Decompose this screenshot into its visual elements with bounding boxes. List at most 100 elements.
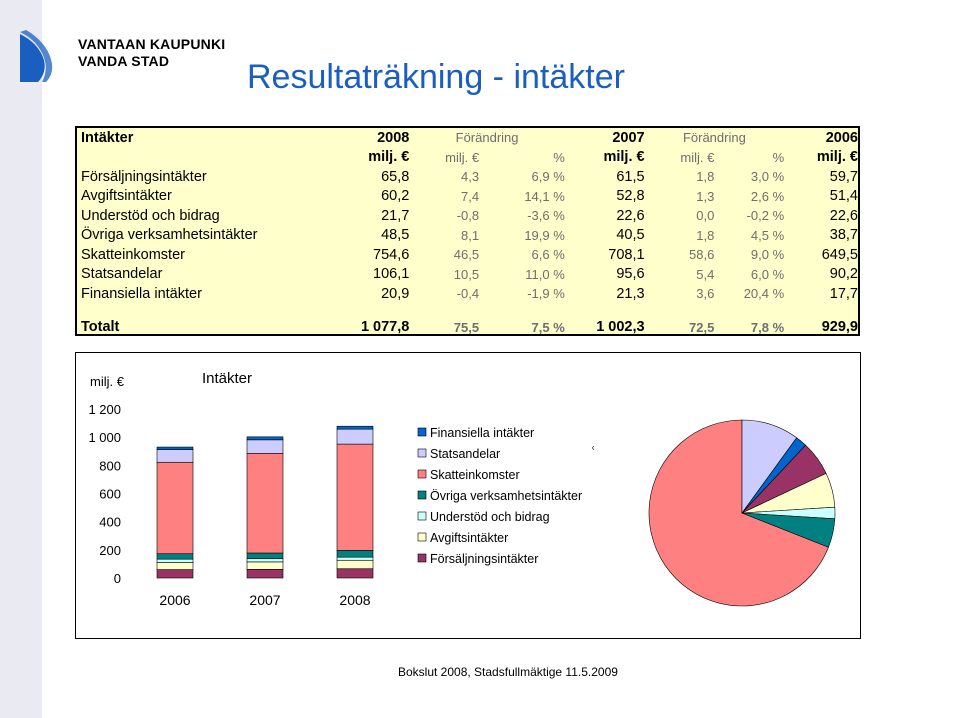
left-sidebar-stripe bbox=[0, 0, 42, 718]
bar-segment bbox=[336, 425, 374, 430]
percent-2007: 20,4 % bbox=[743, 286, 785, 302]
value-2007: 52,8 bbox=[616, 188, 645, 205]
vantaa-logo bbox=[20, 30, 53, 82]
change-2008: 8,1 bbox=[461, 227, 480, 243]
pie-slice bbox=[741, 512, 836, 548]
change-2007: 5,4 bbox=[696, 266, 715, 282]
legend-swatch bbox=[417, 490, 427, 500]
bar-segment bbox=[156, 449, 194, 463]
legend-swatch bbox=[417, 553, 427, 563]
value-2008: 21,7 bbox=[381, 207, 410, 224]
value-2007: 40,5 bbox=[616, 227, 645, 244]
table-row: Skatteinkomster 754,6 46,5 6,6 % 708,1 5… bbox=[77, 245, 858, 265]
change-2007: 1,8 bbox=[696, 169, 715, 185]
value-2006: 90,2 bbox=[829, 266, 858, 283]
percent-2007: 6,0 % bbox=[750, 266, 785, 282]
change-2007: 0,0 bbox=[696, 208, 715, 224]
percent-2007: 3,0 % bbox=[750, 169, 785, 185]
table-row: Avgiftsintäkter 60,2 7,4 14,1 % 52,8 1,3… bbox=[77, 187, 858, 207]
bar-segment bbox=[156, 562, 194, 570]
legend-swatch bbox=[417, 427, 427, 437]
header-cell: 2008 bbox=[377, 129, 410, 146]
row-label: Övriga verksamhetsintäkter bbox=[81, 227, 258, 244]
value-2008: 106,1 bbox=[373, 266, 410, 283]
table-row: Finansiella intäkter 20,9 -0,4 -1,9 % 21… bbox=[77, 284, 858, 304]
value-2006: 649,5 bbox=[821, 246, 858, 263]
bar-segment bbox=[156, 569, 194, 579]
x-tick-label: 2008 bbox=[339, 592, 370, 608]
legend-swatch bbox=[417, 448, 427, 458]
bar-segment bbox=[246, 569, 284, 579]
bar-segment bbox=[336, 559, 374, 570]
x-tick-label: 2007 bbox=[249, 592, 280, 608]
org-name: VANTAAN KAUPUNKI VANDA STAD bbox=[78, 36, 225, 70]
percent-2007: 9,0 % bbox=[750, 247, 785, 263]
value-2008: 20,9 bbox=[381, 285, 410, 302]
header-cell: 2007 bbox=[612, 129, 645, 146]
stacked-bar-chart: milj. € Intäkter 0 200 400 600 800 1 000 1 200… bbox=[88, 370, 582, 608]
bar-segment bbox=[246, 436, 284, 441]
legend-label: Skatteinkomster bbox=[430, 468, 520, 482]
total-percent-2008: 7,5 % bbox=[531, 319, 565, 335]
bar-segment bbox=[336, 550, 374, 558]
value-2007: 95,6 bbox=[616, 266, 645, 283]
value-2006: 17,7 bbox=[829, 285, 858, 302]
header-cell: 2006 bbox=[825, 129, 858, 146]
legend-label: Försäljningsintäkter bbox=[430, 552, 538, 566]
total-percent-2007: 7,8 % bbox=[750, 319, 785, 335]
income-table: Intäkter 2008 Förändring 2007 Förändring… bbox=[75, 126, 860, 336]
percent-2008: -1,9 % bbox=[527, 286, 565, 302]
total-change-2007: 72,5 bbox=[689, 319, 715, 335]
bar-segment bbox=[336, 443, 374, 551]
table-row: Statsandelar 106,1 10,5 11,0 % 95,6 5,4 … bbox=[77, 265, 858, 285]
page-title: Resultaträkning - intäkter bbox=[247, 58, 625, 96]
legend-label: Understöd och bidrag bbox=[430, 510, 550, 524]
table-header-row-1: Intäkter 2008 Förändring 2007 Förändring… bbox=[77, 128, 858, 148]
percent-2008: 6,9 % bbox=[531, 169, 565, 185]
header-cell: % bbox=[553, 149, 565, 165]
percent-2008: 6,6 % bbox=[531, 247, 565, 263]
bar-segment bbox=[336, 556, 374, 561]
bar-segment bbox=[246, 558, 284, 563]
row-label: Avgiftsintäkter bbox=[81, 188, 172, 205]
table-row: Försäljningsintäkter 65,8 4,3 6,9 % 61,5… bbox=[77, 167, 858, 187]
y-tick-label: 600 bbox=[99, 487, 121, 502]
value-2007: 21,3 bbox=[616, 285, 645, 302]
change-2008: 46,5 bbox=[453, 247, 480, 263]
bar-segment bbox=[156, 461, 194, 555]
x-tick-label: 2006 bbox=[159, 592, 190, 608]
change-2008: 4,3 bbox=[461, 169, 480, 185]
change-2008: 10,5 bbox=[453, 266, 480, 282]
org-name-line2: VANDA STAD bbox=[78, 53, 170, 69]
change-2008: 7,4 bbox=[461, 188, 480, 204]
bar-segment bbox=[246, 439, 284, 454]
table-row: Understöd och bidrag 21,7 -0,8 -3,6 % 22… bbox=[77, 206, 858, 226]
bar-segment bbox=[336, 428, 374, 445]
total-2006: 929,9 bbox=[821, 319, 858, 336]
percent-2008: 19,9 % bbox=[524, 227, 565, 243]
legend-label: Finansiella intäkter bbox=[430, 426, 534, 440]
change-2007: 58,6 bbox=[689, 247, 715, 263]
y-tick-label: 400 bbox=[99, 515, 121, 530]
value-2006: 59,7 bbox=[829, 168, 858, 185]
bar-segment bbox=[156, 553, 194, 560]
percent-2007: -0,2 % bbox=[746, 208, 785, 224]
header-cell: milj. € bbox=[603, 149, 645, 166]
bar-segment bbox=[156, 558, 194, 563]
row-label: Finansiella intäkter bbox=[81, 285, 202, 302]
value-2007: 61,5 bbox=[616, 168, 645, 185]
header-cell: milj. € bbox=[445, 149, 480, 165]
legend-swatch bbox=[417, 532, 427, 542]
value-2008: 60,2 bbox=[381, 188, 410, 205]
row-label: Skatteinkomster bbox=[81, 246, 185, 263]
y-axis-unit: milj. € bbox=[90, 374, 125, 389]
header-cell: Förändring bbox=[682, 130, 746, 146]
total-2008: 1 077,8 bbox=[360, 319, 410, 336]
pie-slice bbox=[648, 419, 829, 607]
bar-segment bbox=[246, 552, 284, 560]
bar-segment bbox=[156, 446, 194, 450]
change-2008: -0,4 bbox=[456, 286, 480, 302]
header-cell bbox=[77, 148, 298, 168]
value-2008: 754,6 bbox=[373, 246, 410, 263]
